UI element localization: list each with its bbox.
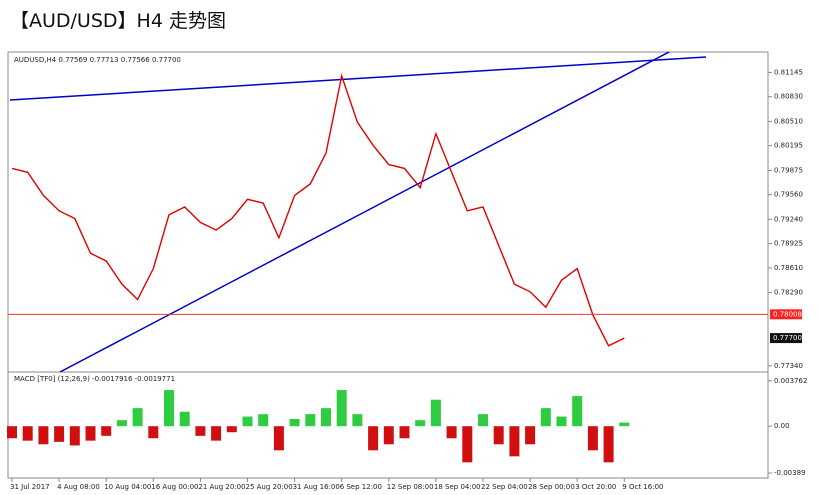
macd-bar	[289, 418, 300, 427]
trendline	[9, 56, 707, 101]
y-tick-label: 0.003762	[774, 377, 807, 385]
macd-bar	[446, 426, 457, 439]
y-tick-label: 0.80510	[774, 117, 803, 125]
y-tick-label: 0.80830	[774, 93, 803, 101]
macd-bar	[430, 399, 441, 427]
macd-bar	[352, 414, 363, 427]
macd-bar	[336, 390, 347, 427]
macd-bar	[540, 408, 551, 427]
price-header: AUDUSD,H4 0.77569 0.77713 0.77566 0.7770…	[14, 56, 181, 64]
macd-bar	[54, 426, 65, 442]
x-tick-label: 31 Aug 16:00	[293, 483, 340, 491]
macd-bar	[415, 420, 426, 427]
price-tag-label: 0.77700	[773, 334, 802, 342]
macd-bar	[85, 426, 96, 441]
macd-bar	[587, 426, 598, 451]
macd-bar	[493, 426, 504, 445]
macd-bar	[321, 408, 331, 427]
price-frame	[7, 51, 769, 373]
y-tick-label: 0.81145	[774, 68, 803, 76]
macd-bar	[258, 414, 269, 427]
price-tag-label: 0.78008	[773, 310, 802, 318]
macd-bar	[305, 414, 316, 427]
macd-bar	[572, 396, 583, 427]
macd-bar	[368, 426, 379, 451]
price-line	[11, 73, 625, 347]
macd-bar	[164, 390, 174, 427]
macd-bar	[22, 426, 33, 441]
x-tick-label: 16 Aug 00:00	[151, 483, 198, 491]
macd-bar	[226, 426, 237, 433]
x-tick-label: 18 Sep 04:00	[434, 483, 481, 491]
page-title: 【AUD/USD】H4 走势图	[10, 10, 226, 32]
macd-bar	[38, 426, 49, 445]
y-tick-label: 0.80195	[774, 142, 803, 150]
x-tick-label: 3 Oct 20:00	[575, 483, 616, 491]
x-tick-label: 10 Aug 04:00	[104, 483, 151, 491]
y-tick-label: 0.78925	[774, 240, 803, 248]
x-tick-label: 22 Sep 04:00	[481, 483, 528, 491]
macd-bar	[462, 426, 473, 463]
y-tick-label: 0.79875	[774, 166, 803, 174]
y-tick-label: 0.78290	[774, 289, 803, 297]
macd-bar	[556, 416, 567, 427]
x-tick-label: 4 Aug 08:00	[57, 483, 100, 491]
y-tick-label: 0.78610	[774, 264, 803, 272]
y-tick-label: -0.00389	[774, 469, 805, 477]
macd-bar	[242, 416, 253, 427]
x-tick-label: 6 Sep 12:00	[340, 483, 382, 491]
macd-bar	[273, 426, 284, 451]
macd-bar	[195, 426, 206, 436]
macd-frame	[7, 371, 769, 479]
price-tag	[770, 333, 802, 344]
macd-bar	[509, 426, 520, 457]
price-tag	[770, 309, 802, 320]
x-tick-label: 21 Aug 20:00	[198, 483, 245, 491]
y-tick-label: 0.79560	[774, 191, 803, 199]
macd-bar	[211, 426, 222, 441]
macd-bar	[525, 426, 536, 445]
macd-bar	[69, 426, 80, 446]
y-tick-label: 0.79240	[774, 215, 803, 223]
macd-header: MACD [TF0] (12,26,9) -0.0017916 -0.00197…	[14, 375, 175, 383]
macd-bar	[399, 426, 410, 439]
trendline	[59, 52, 671, 372]
x-tick-label: 25 Aug 20:00	[246, 483, 293, 491]
macd-bar	[7, 426, 17, 439]
macd-bar	[148, 426, 159, 439]
macd-bar	[619, 422, 630, 427]
y-tick-label: 0.00	[774, 422, 790, 430]
x-tick-label: 31 Jul 2017	[10, 483, 50, 491]
x-tick-label: 28 Sep 00:00	[528, 483, 575, 491]
macd-bar	[383, 426, 394, 445]
x-tick-label: 12 Sep 08:00	[387, 483, 434, 491]
x-tick-label: 9 Oct 16:00	[622, 483, 663, 491]
macd-bar	[132, 408, 143, 427]
macd-bar	[101, 426, 112, 436]
macd-bar	[478, 414, 488, 427]
macd-bar	[603, 426, 614, 463]
y-tick-label: 0.77340	[774, 362, 803, 370]
macd-bar	[116, 420, 127, 427]
macd-bar	[179, 411, 190, 427]
